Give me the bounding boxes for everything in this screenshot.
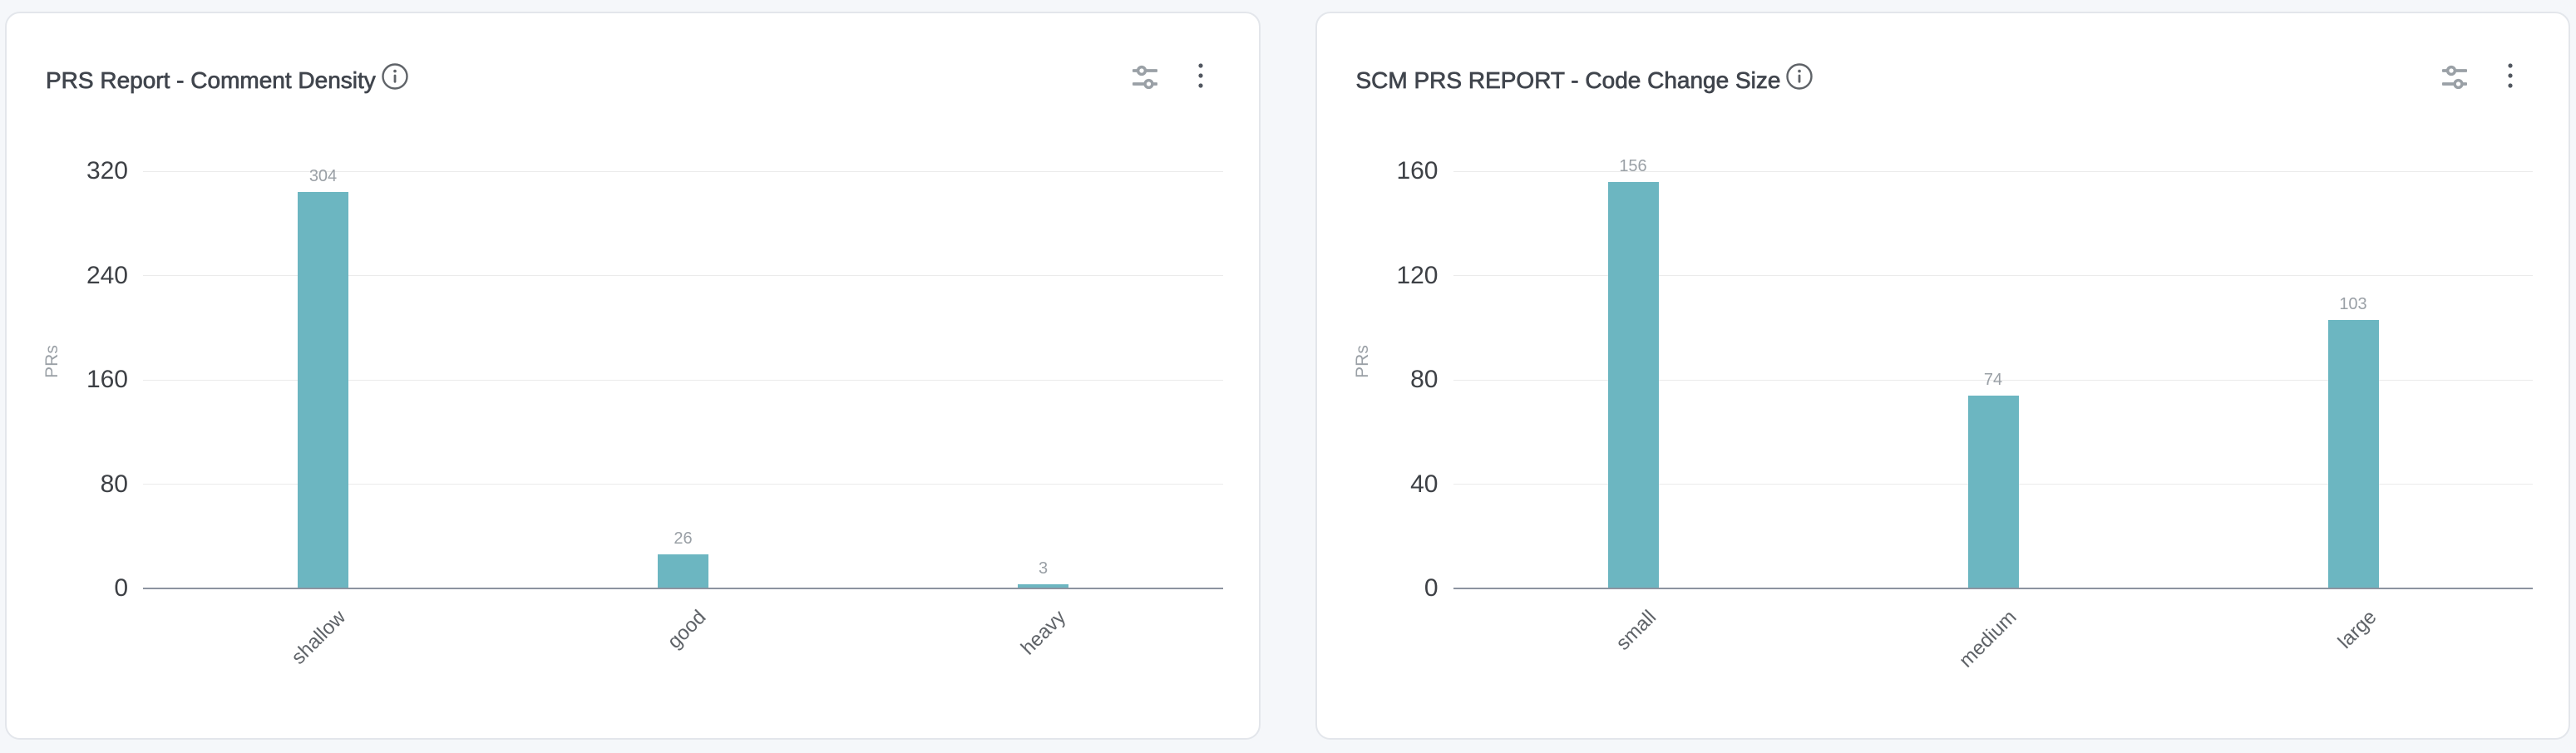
y-tick-label: 160 [1396,157,1439,185]
bar-small[interactable] [1607,181,1659,588]
bar-large[interactable] [2327,319,2379,588]
kebab-menu-icon[interactable] [2506,62,2514,90]
bar-chart-comment-density: 0 80 160 240 320 304 shallow 26 good 3 heavy PRs [42,159,1223,669]
y-tick-label: 240 [86,261,128,289]
y-tick-label: 120 [1396,261,1439,289]
filter-sliders-icon[interactable] [1132,64,1157,89]
bar-value-label: 74 [1983,370,2003,389]
y-tick-label: 80 [1410,366,1439,393]
card-header: PRS Report - Comment Density [46,62,1205,100]
y-tick-label: 0 [1424,574,1439,602]
bar-chart-code-change-size: 0 40 80 120 160 156 small 74 medium 103 large PRs [1353,157,2533,672]
x-axis-line [143,588,1223,589]
bar-shallow[interactable] [298,192,348,588]
y-axis-title: PRs [1352,345,1372,378]
gridline [143,484,1223,485]
y-tick-label: 320 [86,157,128,185]
y-tick-label: 160 [86,366,128,393]
chart-card-comment-density: PRS Report - Comment Density 0 80 160 240 32… [5,12,1261,740]
gridline [1453,170,2533,172]
gridline [143,275,1223,276]
bar-value-label: 304 [308,167,338,186]
x-axis-line [1453,588,2533,589]
y-tick-label: 40 [1410,470,1439,498]
bar-medium[interactable] [1967,395,2019,588]
chart-title: PRS Report - Comment Density [46,67,376,94]
bar-value-label: 156 [1619,156,1647,175]
kebab-menu-icon[interactable] [1197,62,1205,90]
bar-heavy[interactable] [1018,584,1068,588]
info-icon[interactable] [381,62,409,91]
filter-sliders-icon[interactable] [2442,64,2467,89]
gridline [1453,275,2533,276]
chart-title: SCM PRS REPORT - Code Change Size [1355,67,1781,94]
y-tick-label: 0 [114,574,128,602]
y-axis-title: PRs [42,345,62,378]
y-tick-label: 80 [100,470,128,498]
info-icon[interactable] [1785,62,1814,91]
bar-value-label: 26 [674,529,693,549]
chart-card-code-change-size: SCM PRS REPORT - Code Change Size 0 40 80 1… [1315,12,2570,740]
gridline [143,379,1223,381]
gridline [1453,379,2533,381]
bar-good[interactable] [658,554,708,588]
bar-value-label: 3 [1038,559,1049,578]
gridline [143,170,1223,172]
card-header: SCM PRS REPORT - Code Change Size [1355,62,2515,100]
bar-value-label: 103 [2339,294,2367,313]
